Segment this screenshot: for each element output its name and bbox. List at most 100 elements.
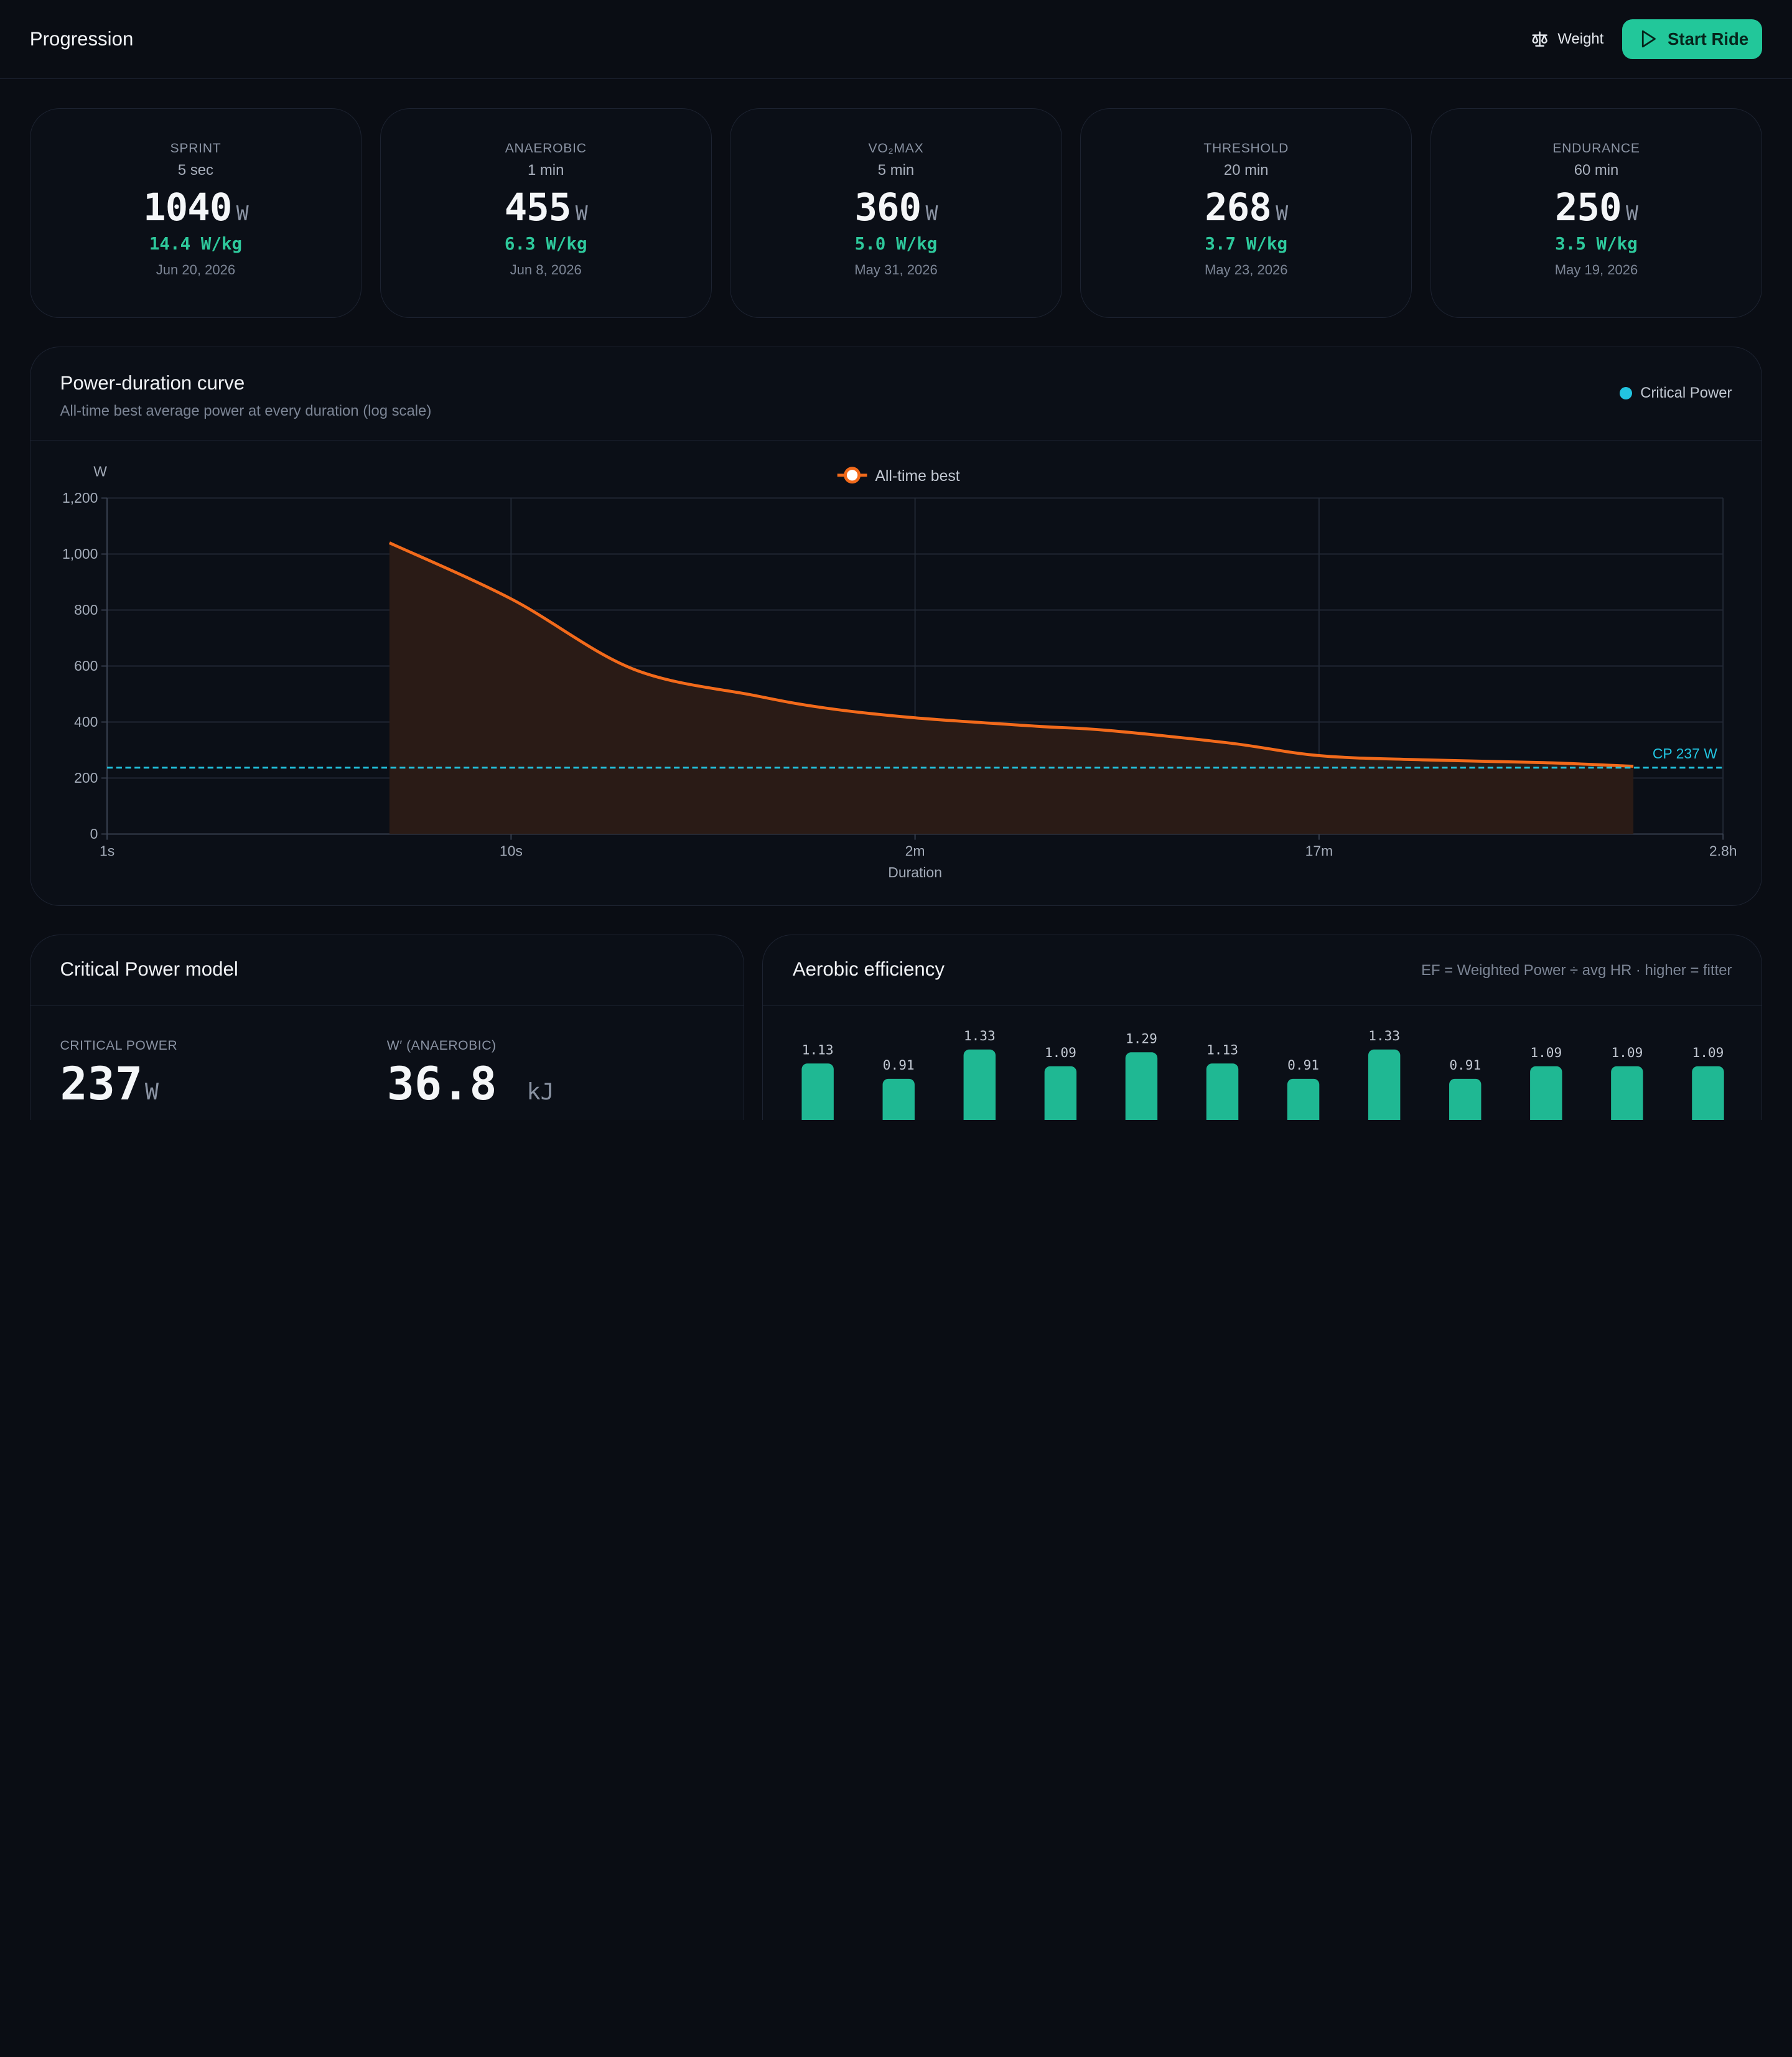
card-value-row: 1040 W (30, 186, 361, 230)
pdc-header: Power-duration curve All-time best avera… (30, 347, 1762, 441)
cp-legend[interactable]: Critical Power (1620, 385, 1732, 402)
cp-stat: CRITICAL POWER 237 W (60, 1038, 387, 1111)
series-line (388, 541, 1633, 768)
card-wkg: 3.5 W/kg (1555, 234, 1638, 254)
wprime-stat: W′ (ANAEROBIC) 36.8 kJ (387, 1038, 714, 1111)
card-unit: W (575, 201, 588, 226)
ef-bar (1368, 1050, 1401, 1120)
y-tick-label: 200 (74, 769, 98, 785)
ef-bar (882, 1079, 915, 1120)
ef-bar (1287, 1079, 1320, 1120)
card-unit: W (1276, 201, 1288, 226)
power-records: SPRINT 5 sec 1040 W 14.4 W/kg Jun 20, 2026 ANA… (29, 108, 1763, 318)
card-duration: 20 min (1223, 162, 1269, 179)
cp-unit: W (144, 1078, 159, 1106)
card-duration: 5 min (877, 162, 915, 179)
ef-bar-label: 1.29 (1126, 1031, 1157, 1047)
card-wkg: 3.7 W/kg (1205, 234, 1288, 254)
aerobic-efficiency-panel: Aerobic efficiency EF = Weighted Power ÷… (762, 935, 1763, 1120)
power-card-anaerobic[interactable]: ANAEROBIC 1 min 455 W 6.3 W/kg Jun 8, 2026 (380, 108, 712, 318)
cp-legend-label: Critical Power (1640, 385, 1732, 402)
power-card-threshold[interactable]: THRESHOLD 20 min 268 W 3.7 W/kg May 23, 2026 (1080, 108, 1412, 318)
start-ride-button[interactable]: Start Ride (1622, 19, 1763, 59)
card-label: THRESHOLD (1203, 141, 1289, 156)
cp-value: 237 (60, 1058, 143, 1111)
power-card-vomax[interactable]: VO₂MAX 5 min 360 W 5.0 W/kg May 31, 2026 (730, 108, 1062, 318)
card-wkg: 5.0 W/kg (854, 234, 938, 254)
card-duration: 60 min (1574, 162, 1619, 179)
ef-bar-label: 1.33 (1368, 1028, 1400, 1043)
card-label: SPRINT (170, 141, 222, 156)
top-bar: Progression Weight Start Ride (0, 0, 1792, 79)
power-card-sprint[interactable]: SPRINT 5 sec 1040 W 14.4 W/kg Jun 20, 2026 (29, 108, 362, 318)
aerobic-efficiency-chart: 1.13 0.91 1.33 1.09 1.29 1.13 0.91 1.33 0.91 1.09… (801, 1028, 1724, 1120)
x-tick-label: 1s (100, 842, 114, 859)
card-wkg: 6.3 W/kg (504, 234, 587, 254)
series-area (389, 542, 1633, 834)
card-unit: W (925, 201, 938, 226)
wprime-value: 36.8 (386, 1058, 497, 1111)
ef-bar (1044, 1066, 1077, 1120)
wprime-stat-label: W′ (ANAEROBIC) (386, 1038, 497, 1053)
card-value: 455 (504, 186, 572, 230)
card-value-row: 250 W (1431, 186, 1762, 230)
ef-bar-label: 1.33 (964, 1028, 996, 1043)
cpm-title: Critical Power model (60, 958, 238, 981)
card-value-row: 455 W (381, 186, 711, 230)
y-tick-label: 800 (74, 601, 98, 617)
series-legend: All-time best (837, 466, 960, 484)
card-unit: W (1626, 201, 1638, 226)
cp-line-label: CP 237 W (1653, 745, 1717, 762)
card-value: 360 (854, 186, 922, 230)
ef-bar (1206, 1063, 1239, 1120)
ef-bar-label: 0.91 (883, 1057, 915, 1073)
card-label: ANAEROBIC (505, 141, 587, 156)
legend-label: All-time best (875, 467, 959, 484)
power-card-endurance[interactable]: ENDURANCE 60 min 250 W 3.5 W/kg May 19, 2026 (1430, 108, 1763, 318)
ef-bar (963, 1050, 996, 1120)
card-date: May 23, 2026 (1204, 262, 1288, 278)
page-title: Progression (29, 27, 134, 50)
ef-bar (1449, 1079, 1482, 1120)
card-date: Jun 20, 2026 (156, 262, 236, 278)
cpm-header: Critical Power model (30, 935, 744, 1007)
x-tick-label: 17m (1305, 842, 1333, 859)
ef-bar (1611, 1066, 1643, 1120)
card-date: May 31, 2026 (854, 262, 938, 278)
card-value-row: 360 W (730, 186, 1061, 230)
ef-bar (801, 1063, 834, 1120)
y-axis-label: W (93, 463, 107, 479)
ae-header: Aerobic efficiency EF = Weighted Power ÷… (763, 935, 1762, 1007)
ef-bar-label: 1.09 (1692, 1045, 1724, 1060)
y-tick-label: 1,000 (62, 545, 98, 561)
wprime-unit: kJ (526, 1078, 554, 1106)
card-unit: W (236, 201, 249, 226)
ef-bar (1530, 1066, 1562, 1120)
card-date: Jun 8, 2026 (510, 262, 582, 278)
play-icon (1642, 30, 1656, 48)
cp-legend-dot (1620, 387, 1633, 400)
ef-bar-label: 1.13 (1206, 1042, 1238, 1058)
ef-bar-label: 1.09 (1045, 1045, 1076, 1060)
critical-power-panel: Critical Power model CRITICAL POWER 237 W… (29, 935, 744, 1120)
y-tick-label: 1,200 (62, 489, 98, 505)
power-duration-panel: Power-duration curve All-time best avera… (29, 346, 1763, 907)
weight-button[interactable]: Weight (1530, 30, 1603, 48)
card-value: 1040 (143, 186, 232, 230)
card-duration: 5 sec (177, 162, 213, 179)
pdc-title: Power-duration curve (60, 371, 245, 394)
ef-formula-note: EF = Weighted Power ÷ avg HR · higher = … (1421, 961, 1732, 979)
legend-swatch-marker (843, 466, 861, 483)
cpm-body: CRITICAL POWER 237 W W′ (ANAEROBIC) 36.8 … (30, 1006, 744, 1111)
ae-title: Aerobic efficiency (792, 958, 945, 981)
ef-bar-label: 0.91 (1449, 1057, 1481, 1073)
x-axis-label: Duration (888, 864, 942, 880)
ef-bar (1125, 1052, 1158, 1120)
weight-label: Weight (1557, 30, 1604, 47)
x-tick-label: 2.8h (1709, 842, 1737, 859)
ef-bar (1692, 1066, 1724, 1120)
ef-bar-label: 1.09 (1530, 1045, 1562, 1060)
wprime-stat-value: 36.8 kJ (387, 1058, 714, 1111)
ef-bar-label: 1.13 (802, 1042, 834, 1058)
card-value: 250 (1554, 186, 1622, 230)
